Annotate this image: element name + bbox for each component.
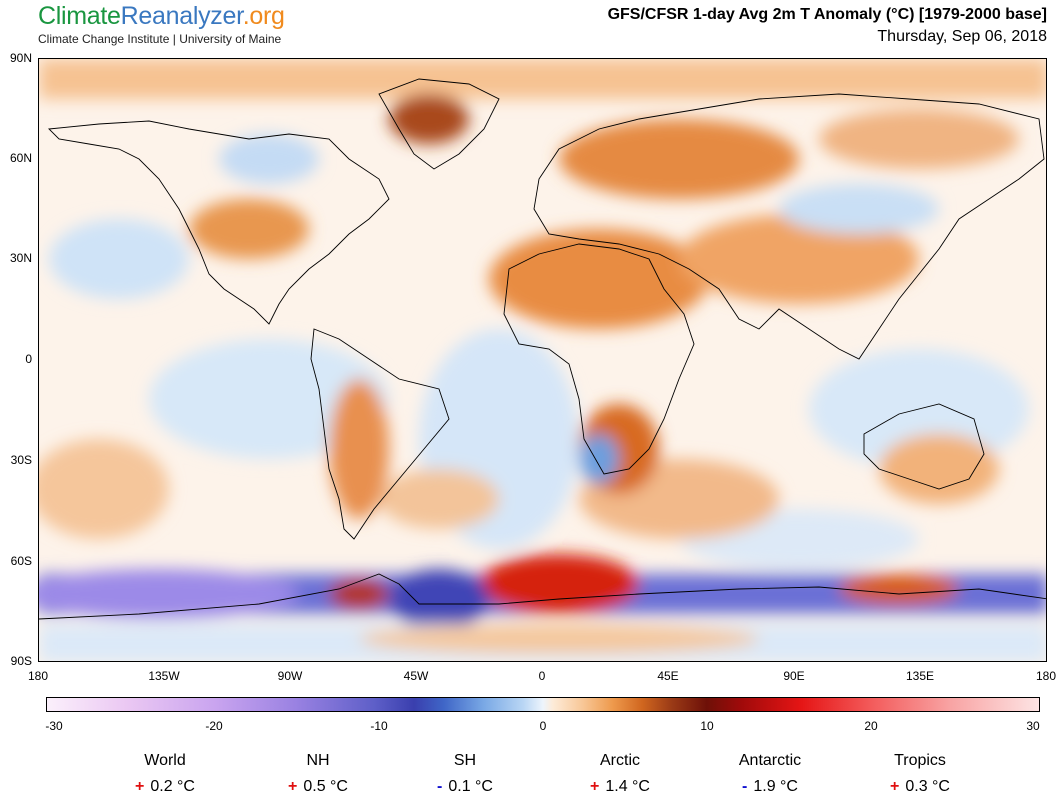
coastlines bbox=[39, 78, 1046, 620]
colorbar-tick-20: 20 bbox=[864, 719, 878, 733]
lat-tick-60s: 60S bbox=[10, 554, 32, 568]
lon-tick-0: 0 bbox=[538, 669, 546, 683]
brand-subtitle: Climate Change Institute | University of… bbox=[38, 32, 282, 46]
stat-world-value-row: +0.2 °C bbox=[95, 778, 235, 796]
stat-nh-value: 0.5 °C bbox=[303, 778, 348, 795]
stat-antarctic-sign: - bbox=[742, 778, 748, 795]
stat-nh-name: NH bbox=[306, 752, 330, 769]
colorbar-tick-minus30: -30 bbox=[45, 719, 63, 733]
map-date: Thursday, Sep 06, 2018 bbox=[877, 28, 1047, 45]
stat-world-sign: + bbox=[135, 778, 145, 795]
lon-tick-180e: 180 bbox=[1035, 669, 1057, 683]
lon-tick-90w: 90W bbox=[277, 669, 303, 683]
stat-arctic-name: Arctic bbox=[600, 752, 640, 769]
lat-tick-30s: 30S bbox=[10, 453, 32, 467]
lon-tick-45e: 45E bbox=[657, 669, 679, 683]
stat-nh-sign: + bbox=[288, 778, 298, 795]
brand-part-reanalyzer: Reanalyzer bbox=[120, 2, 243, 30]
lon-tick-45w: 45W bbox=[403, 669, 429, 683]
colorbar-tick-minus20: -20 bbox=[205, 719, 223, 733]
stat-tropics-name: Tropics bbox=[894, 752, 946, 769]
lat-tick-0: 0 bbox=[25, 352, 32, 366]
lat-tick-90n: 90N bbox=[9, 51, 32, 65]
colorbar bbox=[46, 697, 1040, 712]
stat-tropics-sign: + bbox=[890, 778, 900, 795]
brand-part-org: .org bbox=[242, 2, 285, 30]
lat-tick-90s: 90S bbox=[10, 654, 32, 668]
stat-arctic-sign: + bbox=[590, 778, 600, 795]
lat-tick-60n: 60N bbox=[9, 151, 32, 165]
stat-arctic-value: 1.4 °C bbox=[605, 778, 650, 795]
colorbar-tick-minus10: -10 bbox=[370, 719, 388, 733]
lon-tick-90e: 90E bbox=[783, 669, 805, 683]
stat-nh-value-row: +0.5 °C bbox=[248, 778, 388, 796]
lon-tick-135w: 135W bbox=[148, 669, 180, 683]
stat-arctic-value-row: +1.4 °C bbox=[550, 778, 690, 796]
stat-world-value: 0.2 °C bbox=[150, 778, 195, 795]
colorbar-tick-0: 0 bbox=[539, 719, 547, 733]
lon-tick-180w: 180 bbox=[27, 669, 49, 683]
colorbar-tick-30: 30 bbox=[1026, 719, 1040, 733]
anomaly-map bbox=[38, 58, 1047, 662]
map-title: GFS/CFSR 1-day Avg 2m T Anomaly (°C) [19… bbox=[607, 6, 1047, 23]
stat-antarctic-value-row: -1.9 °C bbox=[700, 778, 840, 796]
stat-tropics-value-row: +0.3 °C bbox=[850, 778, 990, 796]
anomaly-map-graphic bbox=[39, 59, 1046, 661]
lon-tick-135e: 135E bbox=[905, 669, 935, 683]
stat-sh-value-row: -0.1 °C bbox=[395, 778, 535, 796]
stat-sh-sign: - bbox=[437, 778, 443, 795]
stat-tropics-value: 0.3 °C bbox=[905, 778, 950, 795]
stat-antarctic-name: Antarctic bbox=[738, 752, 802, 769]
stat-antarctic-value: 1.9 °C bbox=[753, 778, 798, 795]
brand-part-climate: Climate bbox=[38, 2, 121, 30]
stat-world-name: World bbox=[144, 752, 186, 769]
colorbar-tick-10: 10 bbox=[700, 719, 714, 733]
stat-sh-name: SH bbox=[453, 752, 477, 769]
brand-logo[interactable]: ClimateReanalyzer.org bbox=[38, 2, 285, 31]
lat-tick-30n: 30N bbox=[9, 251, 32, 265]
stat-sh-value: 0.1 °C bbox=[448, 778, 493, 795]
